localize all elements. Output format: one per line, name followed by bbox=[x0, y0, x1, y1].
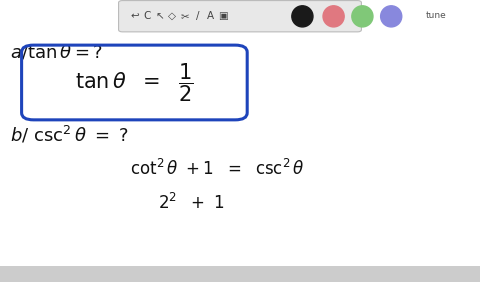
FancyBboxPatch shape bbox=[119, 1, 361, 32]
Text: ↩: ↩ bbox=[130, 11, 139, 21]
Text: ▣: ▣ bbox=[218, 11, 228, 21]
Text: tune: tune bbox=[425, 11, 446, 20]
Text: $b/\ \csc^{2}\theta\ =\ ?$: $b/\ \csc^{2}\theta\ =\ ?$ bbox=[10, 125, 129, 146]
Ellipse shape bbox=[352, 6, 373, 27]
Text: ◇: ◇ bbox=[168, 11, 177, 21]
Text: ✂: ✂ bbox=[181, 11, 190, 21]
Text: C: C bbox=[144, 11, 151, 21]
Text: $\tan\theta\ \ =\ \ \dfrac{1}{2}$: $\tan\theta\ \ =\ \ \dfrac{1}{2}$ bbox=[75, 61, 193, 104]
Text: $2^{2}\ \ +\ 1$: $2^{2}\ \ +\ 1$ bbox=[158, 193, 225, 213]
Ellipse shape bbox=[381, 6, 402, 27]
Text: $a/$$\tan\theta = ?$: $a/$$\tan\theta = ?$ bbox=[10, 43, 102, 62]
Text: ↖: ↖ bbox=[156, 11, 164, 21]
Text: $\cot^{2}\theta\ +1\ \ =\ \ \csc^{2}\theta$: $\cot^{2}\theta\ +1\ \ =\ \ \csc^{2}\the… bbox=[130, 159, 304, 179]
Text: A: A bbox=[207, 11, 214, 21]
Ellipse shape bbox=[323, 6, 344, 27]
Text: /: / bbox=[196, 11, 200, 21]
Ellipse shape bbox=[292, 6, 313, 27]
FancyBboxPatch shape bbox=[0, 266, 480, 282]
